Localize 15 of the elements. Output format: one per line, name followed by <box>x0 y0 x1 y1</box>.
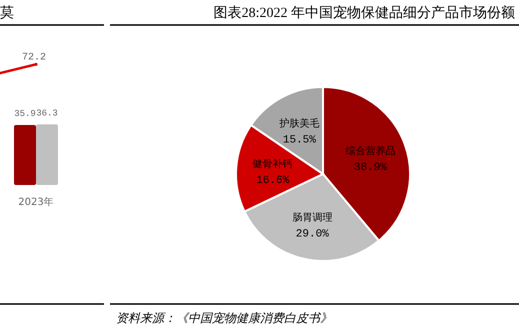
x-tick-label: 2023年 <box>18 196 54 208</box>
chart-title: 图表28:2022 年中国宠物保健品细分产品市场份额 <box>214 5 515 21</box>
slice-label: 综合营养品 <box>345 144 396 157</box>
data-label: 35.9 <box>14 109 36 119</box>
text: 资料来源：《中国宠物健康消费白皮书》 <box>116 311 332 325</box>
data-label: 38.9% <box>354 162 388 174</box>
data-label: 29.0% <box>296 228 330 240</box>
data-label: 72.2 <box>22 52 46 64</box>
data-label: 15.5% <box>282 134 316 146</box>
slice-label: 护肤美毛 <box>278 117 320 130</box>
data-label: 16.6% <box>256 175 290 188</box>
data-label: 36.3 <box>36 108 58 118</box>
slice-label: 肠胃调理 <box>292 211 332 224</box>
slice-label: 健骨补钙 <box>252 158 293 170</box>
chart-title: 莫 <box>0 5 14 21</box>
